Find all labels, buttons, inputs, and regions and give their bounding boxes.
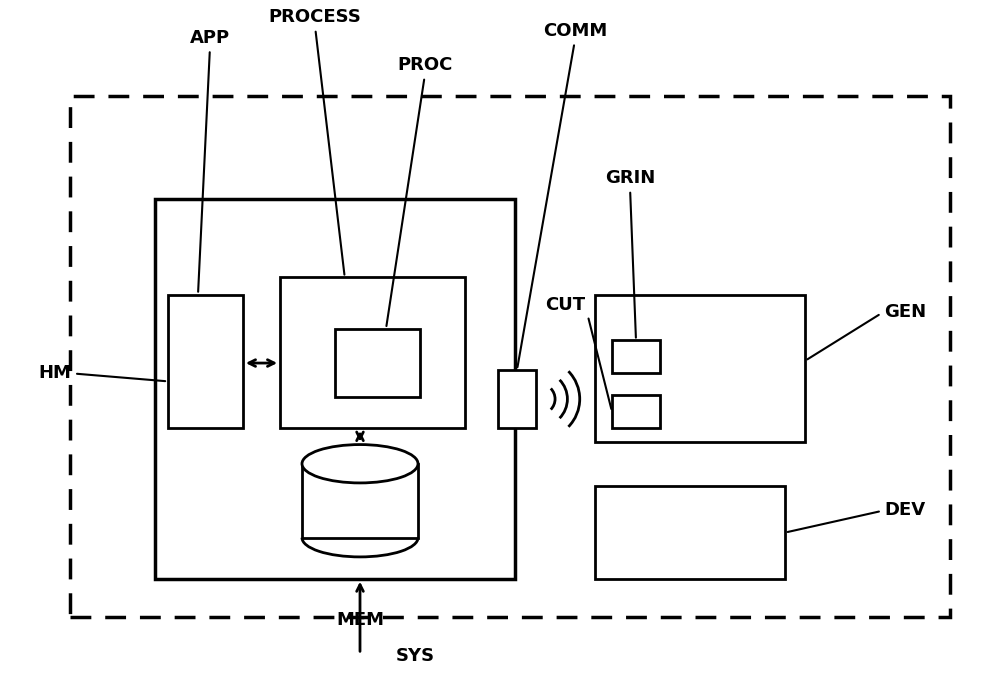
Text: PROC: PROC: [386, 56, 453, 326]
Text: DEV: DEV: [788, 501, 926, 532]
Text: GEN: GEN: [807, 303, 926, 360]
Text: GRIN: GRIN: [605, 169, 655, 338]
Text: CUT: CUT: [545, 296, 611, 409]
Text: HM: HM: [39, 364, 165, 382]
FancyBboxPatch shape: [612, 395, 660, 428]
FancyBboxPatch shape: [335, 329, 420, 397]
Text: APP: APP: [190, 29, 230, 292]
FancyBboxPatch shape: [498, 370, 536, 428]
FancyBboxPatch shape: [168, 295, 243, 428]
Ellipse shape: [302, 445, 418, 483]
FancyBboxPatch shape: [595, 486, 785, 579]
FancyBboxPatch shape: [280, 277, 465, 428]
FancyBboxPatch shape: [302, 464, 418, 538]
FancyBboxPatch shape: [595, 295, 805, 442]
Text: PROCESS: PROCESS: [269, 8, 361, 275]
Text: COMM: COMM: [517, 22, 607, 367]
Text: SYS: SYS: [395, 647, 435, 665]
Text: MEM: MEM: [336, 611, 384, 629]
FancyBboxPatch shape: [612, 340, 660, 373]
